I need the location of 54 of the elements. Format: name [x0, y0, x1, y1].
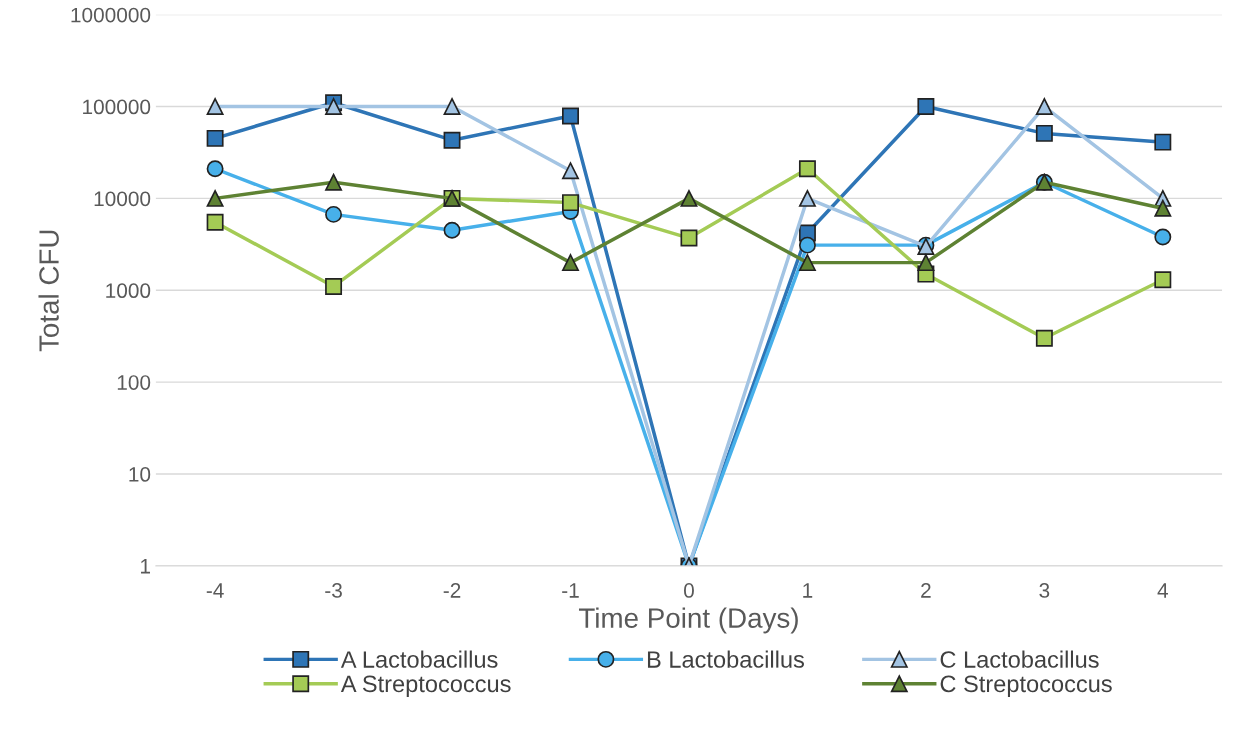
- point: [562, 162, 579, 180]
- point: [562, 107, 579, 125]
- y-tick-label: 10000: [94, 191, 151, 207]
- point: [325, 277, 343, 295]
- point: [798, 189, 816, 207]
- point: [1154, 133, 1172, 151]
- point: [798, 160, 816, 178]
- legend-label: C Streptococcus: [940, 675, 1112, 697]
- x-tick-label: -1: [562, 583, 579, 598]
- x-tick-label: 2: [921, 583, 931, 598]
- legend-label: C Lactobacillus: [940, 650, 1099, 668]
- x-tick-label: 0: [683, 583, 694, 598]
- point: [325, 205, 343, 223]
- point: [680, 229, 698, 247]
- point: [680, 189, 698, 207]
- y-tick-label: 100000: [83, 99, 151, 115]
- point: [443, 221, 461, 239]
- y-tick-label: 1000: [106, 283, 151, 299]
- x-tick-label: 4: [1157, 583, 1169, 598]
- x-tick-label: 1: [803, 583, 813, 598]
- point: [206, 160, 224, 178]
- point: [206, 189, 224, 207]
- point: [1035, 98, 1053, 116]
- point: [206, 213, 224, 231]
- y-tick-label: 10: [129, 467, 151, 482]
- legend-label: B Lactobacillus: [647, 650, 804, 668]
- point: [562, 254, 579, 272]
- point: [443, 98, 461, 116]
- y-axis-title: Total CFU: [38, 230, 59, 352]
- point: [325, 98, 343, 116]
- legend-label: A Lactobacillus: [340, 650, 498, 668]
- point: [1154, 228, 1172, 246]
- x-tick-label: 3: [1039, 583, 1050, 598]
- point: [206, 129, 224, 147]
- legend-label: A Streptococcus: [340, 675, 511, 697]
- point: [1154, 199, 1172, 217]
- y-tick-label: 100: [117, 375, 151, 390]
- x-tick-label: -4: [206, 583, 224, 598]
- point: [917, 98, 935, 116]
- x-axis-title: Time Point (Days): [578, 607, 798, 634]
- y-tick-label: 1000000: [71, 7, 151, 23]
- point: [325, 173, 343, 191]
- point: [1035, 329, 1053, 347]
- point: [798, 254, 816, 272]
- x-tick-label: -3: [325, 583, 342, 598]
- x-tick-label: -2: [443, 583, 461, 598]
- point: [443, 131, 461, 149]
- point: [917, 254, 935, 272]
- point: [1154, 271, 1172, 289]
- point: [562, 194, 579, 212]
- y-tick-label: 1: [141, 559, 150, 574]
- point: [1035, 124, 1053, 142]
- point: [798, 236, 816, 254]
- point: [206, 98, 224, 116]
